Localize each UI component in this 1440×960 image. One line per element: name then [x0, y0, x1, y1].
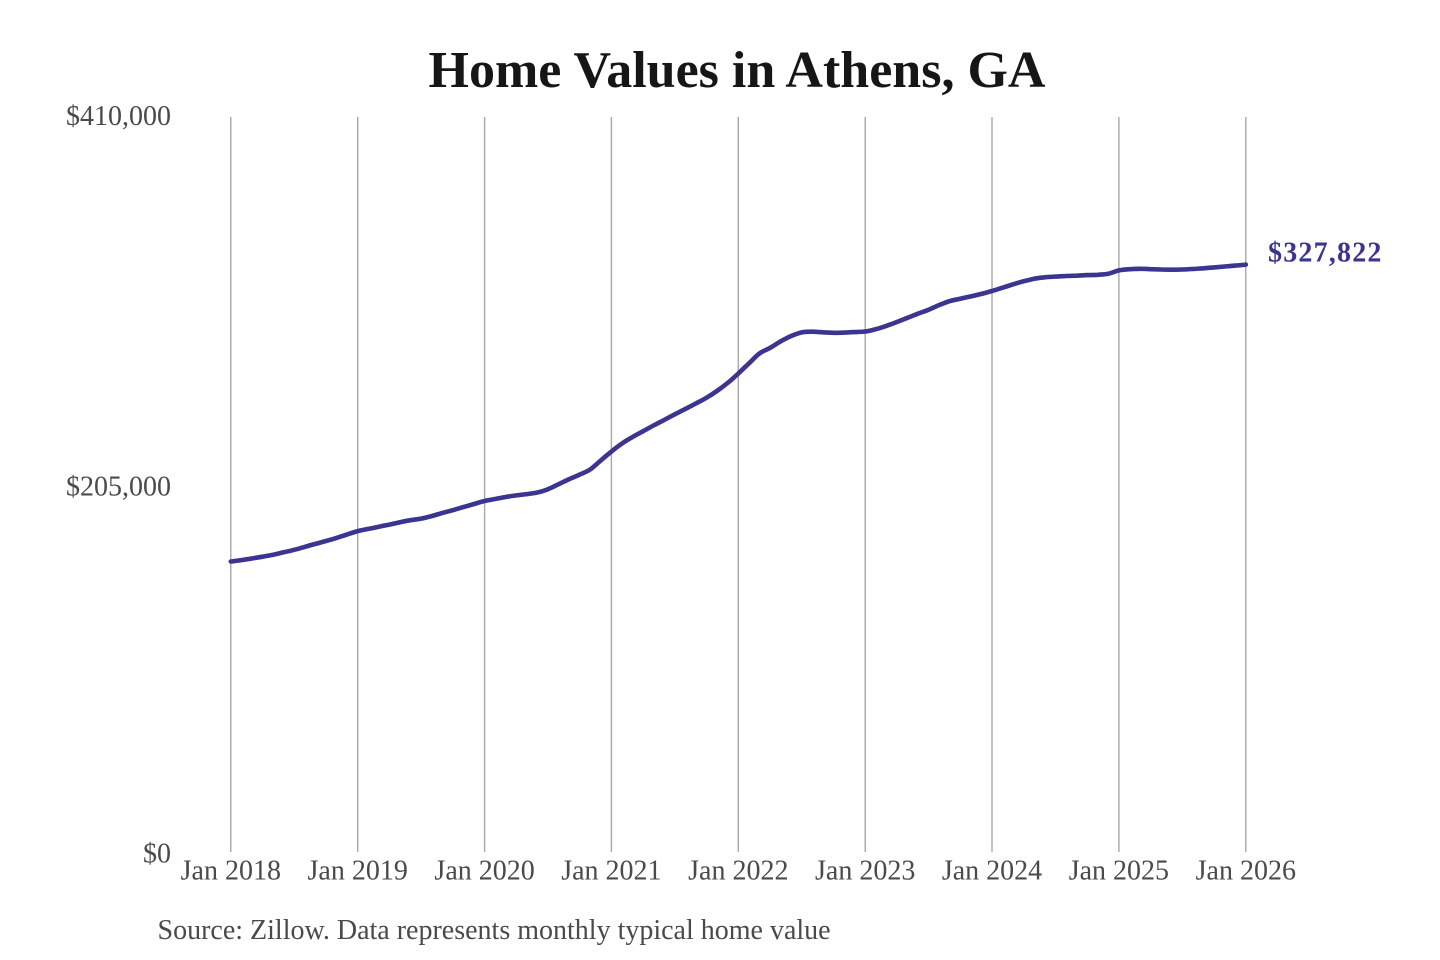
svg-text:$0: $0 [143, 839, 171, 870]
svg-text:Jan 2023: Jan 2023 [815, 856, 915, 887]
svg-text:Jan 2020: Jan 2020 [434, 856, 534, 887]
svg-text:Home Values in Athens, GA: Home Values in Athens, GA [429, 42, 1046, 99]
svg-text:Jan 2024: Jan 2024 [942, 856, 1042, 887]
svg-text:Jan 2018: Jan 2018 [181, 856, 281, 887]
svg-text:Source: Zillow. Data represent: Source: Zillow. Data represents monthly … [158, 915, 831, 946]
svg-text:$410,000: $410,000 [66, 101, 171, 132]
svg-text:Jan 2019: Jan 2019 [308, 856, 408, 887]
svg-text:$205,000: $205,000 [66, 472, 171, 503]
svg-text:Jan 2026: Jan 2026 [1196, 856, 1296, 887]
svg-text:Jan 2022: Jan 2022 [688, 856, 788, 887]
svg-text:Jan 2021: Jan 2021 [561, 856, 661, 887]
svg-text:Jan 2025: Jan 2025 [1069, 856, 1169, 887]
svg-text:$327,822: $327,822 [1268, 238, 1383, 269]
